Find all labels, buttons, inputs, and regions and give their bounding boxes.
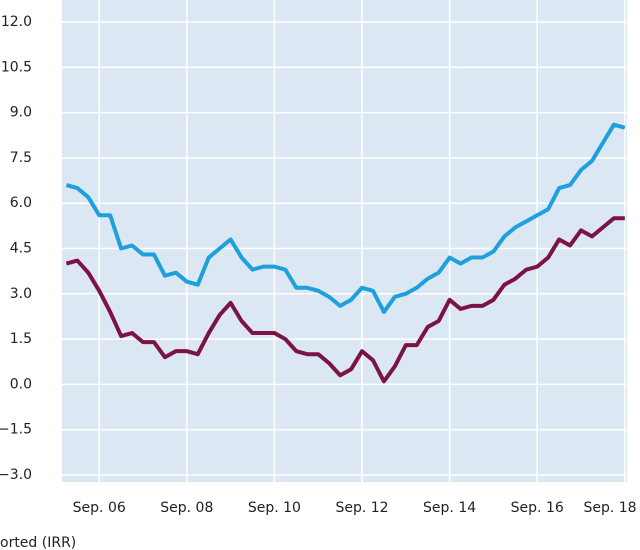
series-line	[65, 216, 625, 384]
y-tick-label: −3.0	[0, 467, 32, 483]
y-tick-label: 9.0	[10, 105, 32, 121]
note: orted (IRR)	[0, 535, 76, 550]
x-tick-label: Sep. 16	[511, 500, 564, 516]
y-tick-label: 0.0	[10, 376, 32, 392]
y-tick-label: 10.5	[1, 59, 32, 75]
y-tick-label: 3.0	[10, 286, 32, 302]
y-tick-label: 6.0	[10, 195, 32, 211]
y-tick-label: 1.5	[10, 331, 32, 347]
x-tick-label: Sep. 18	[583, 500, 636, 516]
x-tick-label: Sep. 12	[335, 500, 388, 516]
y-tick-label: 12.0	[1, 14, 32, 30]
series-line	[65, 122, 626, 314]
plot-area	[62, 0, 627, 482]
y-tick-label: −1.5	[0, 422, 32, 438]
y-tick-label: 7.5	[10, 150, 32, 166]
x-tick-label: Sep. 10	[248, 500, 301, 516]
x-tick-label: Sep. 06	[73, 500, 126, 516]
x-tick-label: Sep. 14	[423, 500, 476, 516]
x-tick-label: Sep. 08	[160, 500, 213, 516]
y-tick-label: 4.5	[10, 241, 32, 257]
